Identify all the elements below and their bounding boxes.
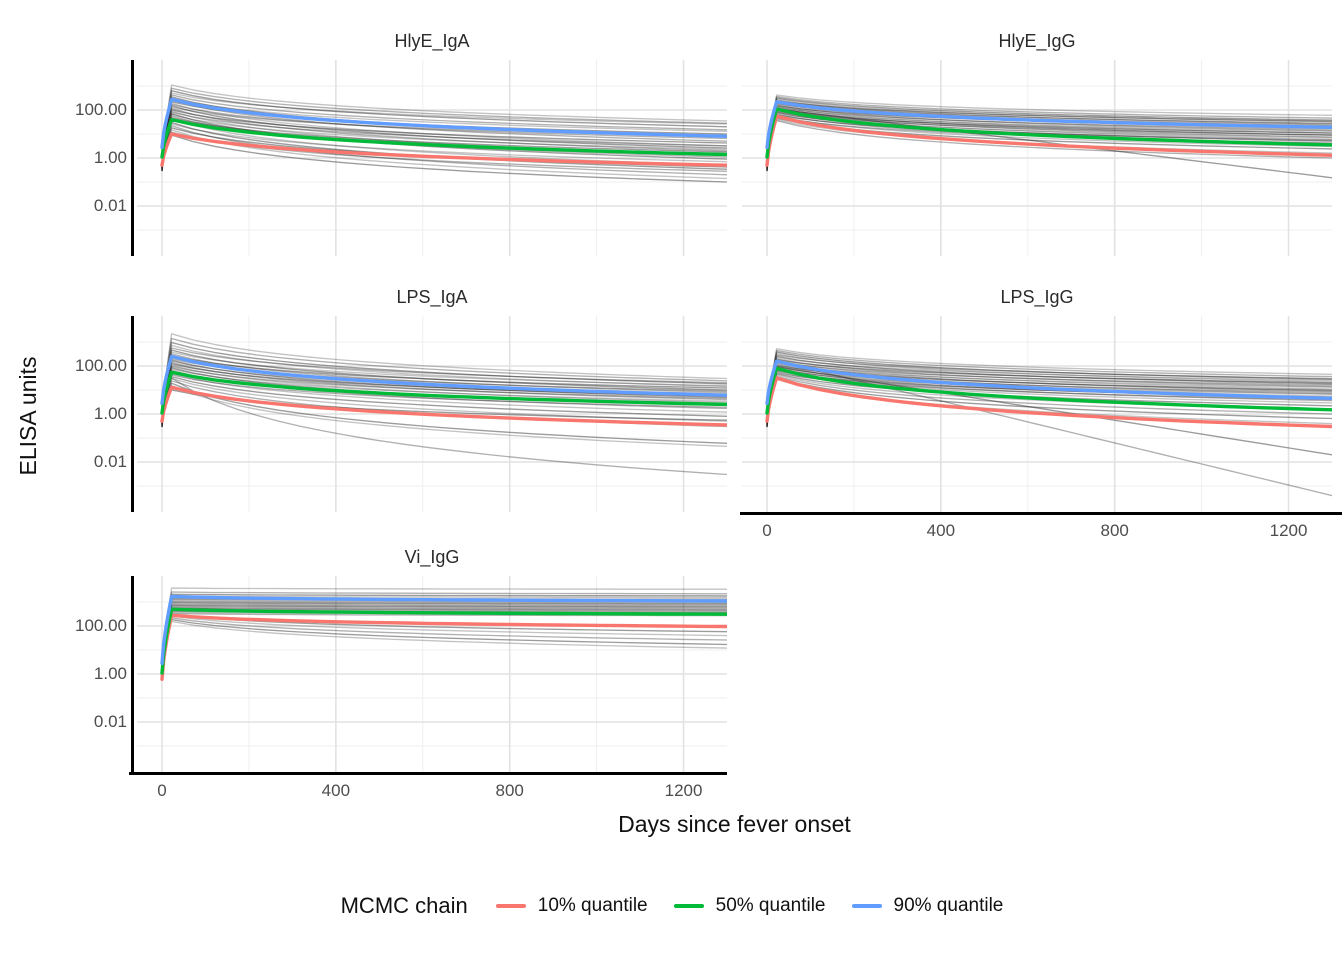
mcmc-sample-line: [766, 349, 1332, 423]
x-tick-label: 1200: [1269, 521, 1308, 540]
legend-item-10-quantile: 10% quantile: [495, 895, 648, 917]
mcmc-sample-line: [766, 348, 1332, 428]
facet-title-vi-igg: Vi_IgG: [404, 547, 460, 567]
y-tick-label: 1.00: [93, 404, 127, 423]
panel-hlye-iga: [137, 60, 727, 256]
mcmc-sample-line: [766, 352, 1332, 422]
quantile-line-q50-hlye-igg: [765, 107, 1332, 159]
mcmc-sample-line: [161, 84, 727, 172]
mcmc-sample-line: [161, 341, 727, 426]
quantile-line-q50-lps-iga: [160, 370, 727, 415]
mcmc-sample-line: [161, 90, 727, 170]
panel-plot-area-lps-iga: [137, 316, 727, 512]
legend-key-q90: [851, 904, 882, 908]
quantile-line-q90-lps-iga: [160, 354, 727, 405]
mcmc-sample-line: [161, 337, 727, 423]
y-axis-line-vi-igg: [131, 576, 134, 775]
quantile-line-q10-hlye-igg: [765, 114, 1332, 167]
y-tick-label: 100.00: [75, 100, 127, 119]
legend-item-90-quantile: 90% quantile: [851, 895, 1004, 917]
y-axis-line-hlye-iga: [131, 60, 134, 256]
legend-key-q10: [495, 904, 526, 908]
legend-item-50-quantile: 50% quantile: [673, 895, 826, 917]
quantile-line-q90-lps-igg: [765, 359, 1332, 405]
mcmc-sample-line: [161, 344, 727, 422]
mcmc-sample-line: [161, 364, 727, 428]
panel-vi-igg: [137, 576, 727, 772]
y-tick-label: 0.01: [93, 712, 127, 731]
quantile-line-q90-hlye-igg: [765, 100, 1332, 149]
x-axis-title: Days since fever onset: [618, 811, 851, 837]
mcmc-sample-line: [766, 351, 1332, 426]
x-tick-label: 1200: [664, 781, 703, 800]
quantile-line-q10-hlye-iga: [160, 132, 727, 167]
legend-item-label: 90% quantile: [893, 895, 1004, 916]
legend-title: MCMC chain: [340, 893, 468, 918]
quantile-line-q10-lps-iga: [160, 385, 727, 427]
mcmc-sample-line: [161, 87, 727, 167]
y-tick-label: 0.01: [93, 452, 127, 471]
panel-plot-area-vi-igg: [137, 576, 727, 772]
quantile-line-q90-vi-igg: [160, 594, 727, 665]
mcmc-sample-line: [161, 333, 727, 428]
x-tick-label: 400: [321, 781, 351, 800]
quantile-line-q10-vi-igg: [160, 613, 727, 681]
panel-plot-area-hlye-igg: [742, 60, 1332, 256]
legend-items: 10% quantile 50% quantile 90% quantile: [495, 895, 1004, 917]
x-tick-label: 0: [157, 781, 167, 800]
quantile-line-q90-hlye-iga: [160, 97, 727, 149]
legend-key-q50: [673, 904, 704, 908]
mcmc-sample-line: [161, 103, 727, 172]
panel-lps-igg: [742, 316, 1332, 512]
mcmc-sample-line: [161, 610, 727, 680]
y-axis-line-lps-iga: [131, 316, 134, 512]
mcmc-sample-line: [161, 347, 727, 425]
mcmc-sample-line: [161, 125, 727, 176]
mcmc-sample-line: [161, 361, 727, 422]
panel-hlye-igg: [742, 60, 1332, 256]
facet-title-lps-iga: LPS_IgA: [396, 287, 468, 307]
mcmc-sample-line: [161, 618, 727, 677]
mcmc-sample-line: [161, 107, 727, 166]
x-tick-label: 800: [1100, 521, 1129, 540]
y-tick-label: 100.00: [75, 356, 127, 375]
panel-plot-area-hlye-iga: [137, 60, 727, 256]
quantile-line-q10-lps-igg: [765, 376, 1332, 429]
facet-title-lps-igg: LPS_IgG: [1000, 287, 1074, 307]
legend: MCMC chain 10% quantile 50% quantile 90% q…: [0, 886, 1344, 926]
x-axis-line-vi-igg: [129, 772, 727, 775]
facet-title-hlye-igg: HlyE_IgG: [998, 31, 1076, 51]
mcmc-sample-line: [161, 377, 727, 476]
mcmc-sample-line: [161, 111, 727, 167]
x-tick-label: 0: [762, 521, 772, 540]
x-tick-label: 800: [495, 781, 524, 800]
y-tick-label: 1.00: [93, 664, 127, 683]
y-tick-label: 1.00: [93, 148, 127, 167]
quantile-line-q50-lps-igg: [765, 366, 1332, 415]
legend-item-label: 50% quantile: [715, 895, 826, 916]
mcmc-sample-line: [161, 377, 727, 425]
quantile-line-q50-hlye-iga: [160, 117, 727, 159]
facet-title-hlye-iga: HlyE_IgA: [394, 31, 470, 51]
panel-plot-area-lps-igg: [742, 316, 1332, 512]
quantile-line-q50-vi-igg: [160, 607, 727, 675]
legend-item-label: 10% quantile: [537, 895, 648, 916]
panel-lps-iga: [137, 316, 727, 512]
mcmc-sample-line: [161, 105, 727, 167]
y-tick-label: 100.00: [75, 616, 127, 635]
x-axis-line-lps-igg: [740, 512, 1342, 515]
y-tick-label: 0.01: [93, 196, 127, 215]
x-tick-label: 400: [926, 521, 956, 540]
mcmc-sample-line: [161, 109, 727, 169]
